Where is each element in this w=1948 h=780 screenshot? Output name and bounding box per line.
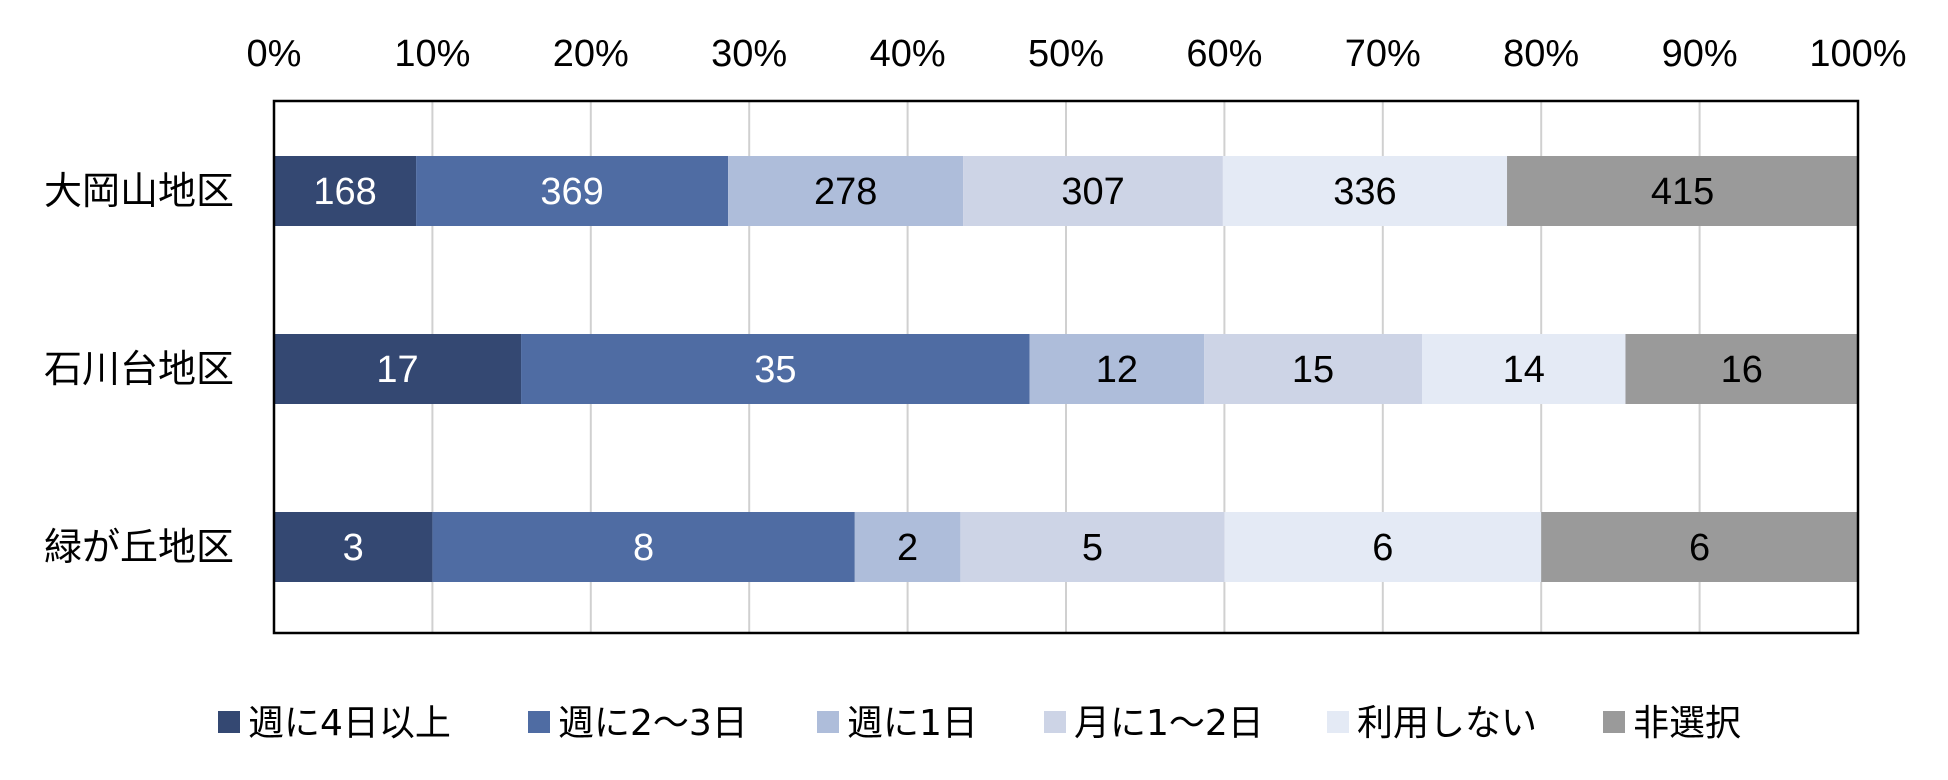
legend-label: 週に2～3日 [558,703,748,744]
x-tick-label: 70% [1345,33,1421,75]
bar-segment [1507,156,1858,226]
x-tick-label: 60% [1186,33,1262,75]
data-label: 307 [1061,171,1124,213]
data-label: 5 [1082,527,1103,569]
data-label: 17 [376,349,418,391]
data-label: 3 [343,527,364,569]
category-label: 石川台地区 [44,347,234,391]
data-label: 16 [1721,349,1763,391]
bar-segment [728,156,964,226]
bar-segment [1541,512,1858,582]
legend-swatch [218,711,240,733]
bar-segment [960,512,1225,582]
legend-label: 利用しない [1357,703,1537,744]
legend-label: 週に1日 [847,703,978,744]
x-axis-ticks: 0% 10% 20% 30% 40% 50% 60% 70% 80% 90% 100% [247,33,1907,75]
legend-swatch [1044,711,1066,733]
bar-segment [1029,334,1205,404]
data-label: 14 [1503,349,1545,391]
data-label: 336 [1333,171,1396,213]
data-label: 15 [1292,349,1334,391]
x-tick-label: 80% [1503,33,1579,75]
legend-label: 非選択 [1633,703,1741,744]
bar-segment [274,334,522,404]
legend-item: 利用しない [1327,703,1537,744]
x-tick-label: 30% [711,33,787,75]
bar-segment [274,156,417,226]
legend-swatch [817,711,839,733]
legend-label: 月に1～2日 [1074,703,1264,744]
legend: 週に4日以上 週に2～3日 週に1日 月に1～2日 利用しない 非選択 [218,703,1741,744]
x-tick-label: 90% [1662,33,1738,75]
bars: 168 369 278 307 336 415 17 35 12 15 14 16 3 8 2 5 6 6 [274,156,1858,582]
x-tick-label: 100% [1809,33,1906,75]
bar-segment [1204,334,1423,404]
legend-item: 非選択 [1603,703,1741,744]
x-tick-label: 0% [247,33,302,75]
bar-segment [854,512,961,582]
data-label: 278 [814,171,877,213]
data-label: 35 [754,349,796,391]
category-label: 緑が丘地区 [44,525,234,569]
bar-segment [1222,156,1508,226]
data-label: 168 [313,171,376,213]
bar-segment [432,512,855,582]
legend-label: 週に4日以上 [248,703,451,744]
data-label: 369 [540,171,603,213]
bar-segment [521,334,1030,404]
data-label: 6 [1689,527,1710,569]
bar-segment [1422,334,1626,404]
data-label: 8 [633,527,654,569]
category-label: 大岡山地区 [44,169,234,213]
legend-swatch [1603,711,1625,733]
bar-segment [274,512,433,582]
bar-segment [1224,512,1542,582]
legend-item: 週に4日以上 [218,703,451,744]
data-label: 2 [897,527,918,569]
bar-segment [963,156,1223,226]
bar-segment [1625,334,1858,404]
legend-item: 週に1日 [817,703,978,744]
legend-swatch [528,711,550,733]
legend-item: 週に2～3日 [528,703,748,744]
x-tick-label: 40% [870,33,946,75]
legend-item: 月に1～2日 [1044,703,1264,744]
plot-area-frame [272,99,1860,635]
data-label: 415 [1651,171,1714,213]
data-label: 6 [1372,527,1393,569]
x-tick-label: 10% [394,33,470,75]
legend-swatch [1327,711,1349,733]
data-label: 12 [1096,349,1138,391]
bar-segment [416,156,729,226]
x-tick-label: 50% [1028,33,1104,75]
x-tick-label: 20% [553,33,629,75]
